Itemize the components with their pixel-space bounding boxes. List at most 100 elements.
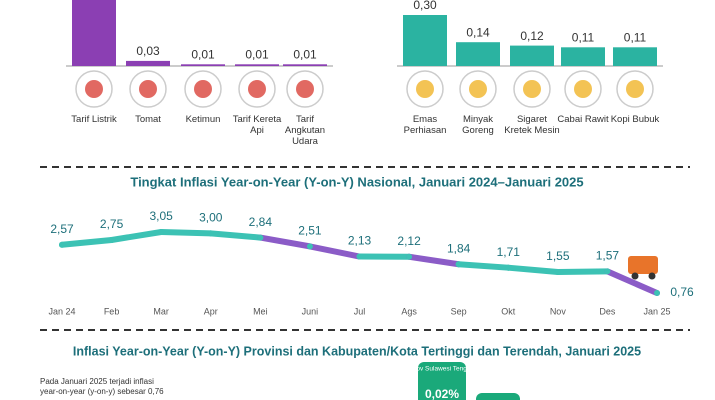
point <box>406 253 413 260</box>
value-label: 0,03 <box>136 44 160 58</box>
bar <box>403 15 447 66</box>
x-tick-label: Nov <box>550 306 567 316</box>
highlight-box <box>476 393 520 400</box>
bar <box>283 64 327 66</box>
value-label: 0,76 <box>670 285 694 299</box>
line-segment <box>455 261 512 271</box>
line-title: Tingkat Inflasi Year-on-Year (Y-on-Y) Na… <box>130 174 583 189</box>
line-segment <box>108 229 165 243</box>
value-label: 3,05 <box>149 209 173 223</box>
line-segment <box>554 268 611 275</box>
item-icon-inner <box>626 80 644 98</box>
line-segment <box>158 229 214 237</box>
value-label: 1,84 <box>447 241 471 255</box>
x-tick-label: Jan 25 <box>643 306 670 316</box>
item-icon-inner <box>469 80 487 98</box>
point <box>158 229 165 235</box>
line-segment <box>604 268 660 296</box>
point <box>306 243 313 250</box>
x-tick-label: Feb <box>104 306 120 316</box>
highlight-box <box>418 362 466 400</box>
truck-icon <box>628 256 658 280</box>
category-label: Tomat <box>135 114 161 125</box>
x-tick-label: Jul <box>354 306 366 316</box>
item-icon-inner <box>416 80 434 98</box>
item-icon-inner <box>574 80 592 98</box>
category-label: Sigaret Kretek Mesin <box>504 114 560 136</box>
category-label: Kopi Bubuk <box>610 114 660 125</box>
value-label: 0,01 <box>245 47 269 61</box>
point <box>59 241 65 248</box>
item-icon-inner <box>194 80 212 98</box>
point <box>356 253 363 260</box>
value-label: 2,12 <box>397 234 421 248</box>
bar <box>456 42 500 66</box>
value-label: 0,01 <box>191 47 215 61</box>
bar <box>126 60 170 66</box>
x-tick-label: Juni <box>302 306 319 316</box>
bar <box>613 47 657 66</box>
point <box>654 290 660 296</box>
line-segment <box>406 253 462 268</box>
x-tick-label: Ags <box>401 306 417 316</box>
line-segment <box>257 234 313 250</box>
category-label: Tarif Angkutan Udara <box>284 114 326 147</box>
value-label: 2,13 <box>348 234 372 248</box>
value-label: 0,01 <box>293 47 317 61</box>
line-segment <box>59 236 115 248</box>
section-title: Inflasi Year-on-Year (Y-on-Y) Provinsi d… <box>73 344 641 358</box>
value-label: 1,57 <box>596 249 620 263</box>
value-label: 2,84 <box>249 215 273 229</box>
point <box>108 236 115 243</box>
line-segment <box>306 243 363 260</box>
category-label: Ketimun <box>185 114 221 125</box>
value-label: 1,71 <box>497 245 521 259</box>
bar <box>510 45 554 66</box>
x-tick-label: Mar <box>153 306 169 316</box>
value-label: 0,30 <box>413 0 437 12</box>
x-tick-label: Des <box>599 306 616 316</box>
point <box>554 268 561 275</box>
value-label: 0,11 <box>624 30 647 44</box>
point <box>257 234 264 241</box>
category-label: Tarif Kereta Api <box>232 114 282 136</box>
bar <box>235 64 279 66</box>
point <box>604 268 611 275</box>
value-label: 3,00 <box>199 211 223 225</box>
x-tick-label: Jan 24 <box>48 306 75 316</box>
category-label: Tarif Listrik <box>71 114 117 125</box>
bar <box>181 64 225 66</box>
item-icon-inner <box>85 80 103 98</box>
point <box>207 230 214 237</box>
category-label: Cabai Rawit <box>557 114 609 125</box>
category-label: Emas Perhiasan <box>403 114 447 136</box>
point <box>455 261 462 268</box>
value-label: 2,57 <box>50 222 74 236</box>
value-label: 0,11 <box>572 30 595 44</box>
note: Pada Januari 2025 terjadi inflasi <box>40 377 154 386</box>
x-tick-label: Mei <box>253 306 268 316</box>
line-segment <box>207 230 264 241</box>
value-label: 0,14 <box>466 25 490 39</box>
value-label: 1,55 <box>546 249 570 263</box>
item-icon-inner <box>139 80 157 98</box>
item-icon-inner <box>523 80 541 98</box>
x-tick-label: Apr <box>204 306 218 316</box>
value-label: 0,12 <box>520 29 544 43</box>
value-label: 2,51 <box>298 224 322 238</box>
point <box>505 264 512 271</box>
x-tick-label: Okt <box>501 306 516 316</box>
highlight-region: Prov Sulawesi Tengah <box>410 366 475 373</box>
highlight-value: 0,02% <box>425 387 459 400</box>
bar <box>72 0 116 66</box>
x-tick-label: Sep <box>451 306 467 316</box>
category-label: Minyak Goreng <box>462 114 494 136</box>
value-label: 2,75 <box>100 217 124 231</box>
note: year-on-year (y-on-y) sebesar 0,76 <box>40 387 164 396</box>
line-segment <box>505 264 561 275</box>
item-icon-inner <box>296 80 314 98</box>
item-icon-inner <box>248 80 266 98</box>
bar <box>561 47 605 66</box>
